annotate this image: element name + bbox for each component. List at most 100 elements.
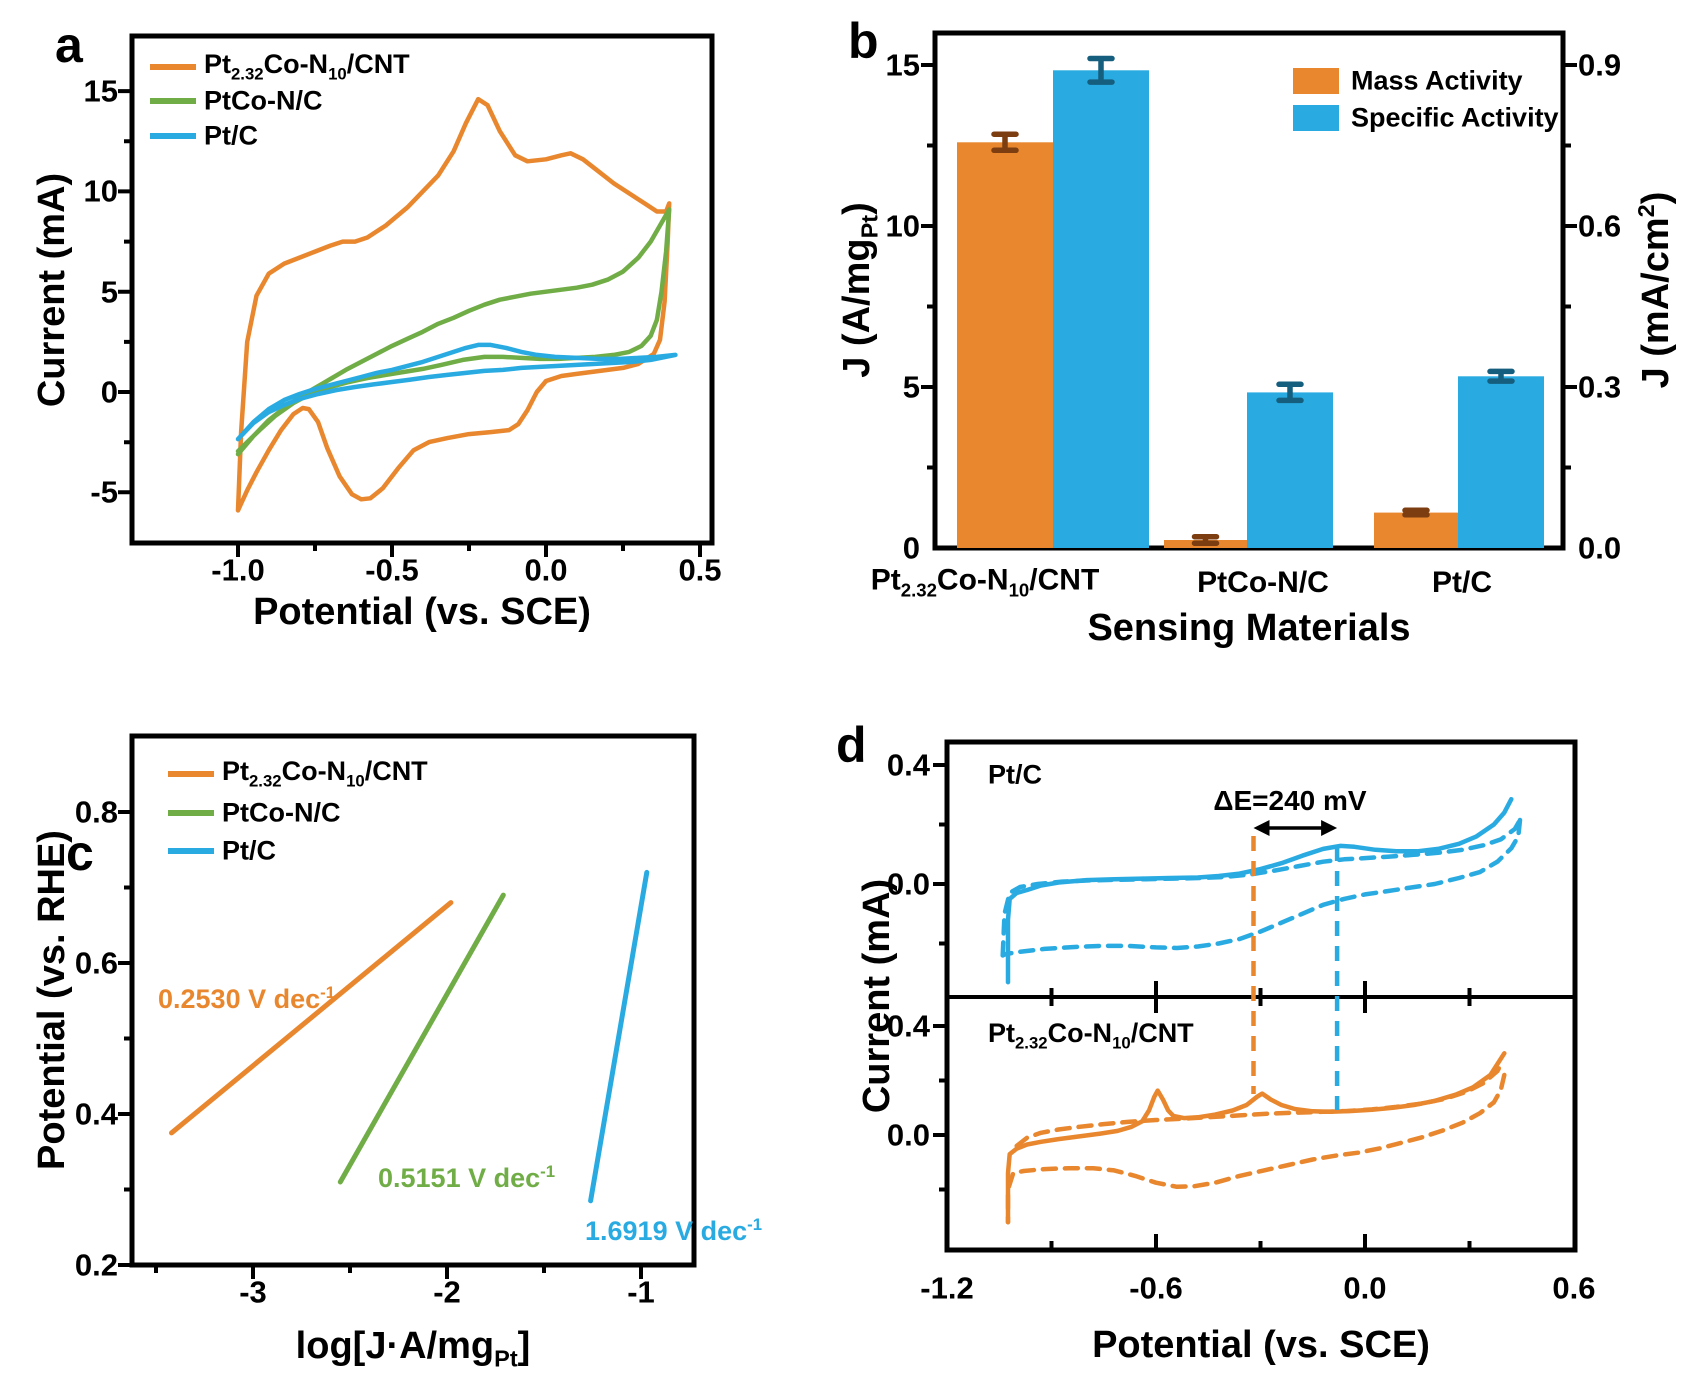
panel-b-y-axis-title-right: J (mA/cm2) bbox=[1633, 191, 1677, 389]
panel-label-b: b bbox=[848, 13, 879, 69]
d-curve-blue-solid bbox=[1005, 796, 1514, 985]
panel-c-ytick: 0.6 bbox=[74, 945, 118, 981]
panel-c-ticks bbox=[118, 810, 643, 1279]
panel-label-a: a bbox=[55, 17, 83, 73]
panel-b-ytick-right: 0.9 bbox=[1578, 47, 1622, 83]
panel-a-axes bbox=[118, 33, 715, 557]
panel-c-legend-item-ptco-cnt: Pt2.32Co-N10/CNT bbox=[222, 755, 428, 791]
panel-c-legend-item-ptc: Pt/C bbox=[222, 835, 276, 866]
legend-swatch-specific-activity bbox=[1293, 105, 1339, 131]
panel-d-ytick-bottom: 0.4 bbox=[886, 1008, 930, 1044]
panel-c-x-axis-title: log[J·A/mgPt] bbox=[295, 1324, 531, 1372]
panel-c-slope-label-orange: 0.2530 V dec-1 bbox=[158, 983, 336, 1014]
panel-b-ytick-left: 5 bbox=[902, 369, 920, 405]
tafel-line-green bbox=[337, 892, 506, 1185]
tafel-line-orange bbox=[169, 900, 454, 1136]
panel-d-xtick: 0.6 bbox=[1552, 1270, 1596, 1306]
panel-c-ytick: 0.2 bbox=[74, 1247, 118, 1283]
panel-a-ytick: 5 bbox=[100, 274, 118, 310]
panel-c-slope-label-green: 0.5151 V dec-1 bbox=[378, 1162, 556, 1193]
panel-b-y-axis-title-left: J (A/mgPt) bbox=[835, 202, 883, 378]
panel-d-subplot-title-ptc: Pt/C bbox=[988, 759, 1042, 790]
panel-d-xtick: 0.0 bbox=[1343, 1270, 1387, 1306]
delta-e-arrowhead-left bbox=[1253, 820, 1270, 836]
panel-b-category-ptco-cnt: Pt2.32Co-N10/CNT bbox=[870, 563, 1100, 601]
d-curve-orange-solid bbox=[1005, 1051, 1507, 1225]
d-curve-orange-dashed bbox=[1005, 1072, 1507, 1225]
panel-a-y-axis-title: Current (mA) bbox=[31, 172, 73, 408]
cv-curve-blue bbox=[235, 342, 678, 442]
panel-b-legend-label-mass-activity: Mass Activity bbox=[1351, 65, 1523, 96]
delta-e-arrowhead-right bbox=[1321, 820, 1338, 836]
panel-a-legend-item-ptco-cnt: Pt2.32Co-N10/CNT bbox=[204, 48, 410, 84]
bar-specific-activity bbox=[1053, 70, 1149, 549]
d-curve-blue-dashed bbox=[1000, 817, 1523, 958]
panel-b-ticks bbox=[921, 63, 1577, 470]
panel-label-d: d bbox=[836, 717, 867, 773]
panel-d-annotation-graphics bbox=[1251, 820, 1340, 1110]
panel-a-ytick: 10 bbox=[83, 173, 118, 209]
panel-a-series bbox=[235, 96, 678, 513]
panel-a-xtick: -1.0 bbox=[211, 552, 265, 588]
bar-specific-activity bbox=[1247, 392, 1333, 548]
bar-specific-activity bbox=[1458, 376, 1544, 548]
panel-c-ytick: 0.4 bbox=[74, 1096, 118, 1132]
error-bar bbox=[1487, 368, 1515, 384]
panel-c-xtick: -1 bbox=[627, 1274, 655, 1310]
panel-d-y-axis-title: Current (mA) bbox=[856, 878, 898, 1114]
cv-curve-green bbox=[235, 207, 672, 457]
error-bar bbox=[1402, 507, 1430, 518]
panel-b-category-ptc: Pt/C bbox=[1432, 566, 1492, 599]
panel-b-ytick-right: 0.0 bbox=[1578, 530, 1622, 566]
panel-a-legend-item-ptc: Pt/C bbox=[204, 120, 258, 151]
panel-a-ticks bbox=[118, 89, 702, 557]
panel-d-xtick: -0.6 bbox=[1129, 1270, 1183, 1306]
d-curve-blue-dashed bbox=[1000, 817, 1523, 958]
d-curve-orange-dashed bbox=[1014, 1059, 1505, 1149]
panel-d-ticks bbox=[933, 763, 1472, 1250]
panel-c-legend-item-ptco-nc: PtCo-N/C bbox=[222, 797, 341, 828]
panel-b-x-axis-title: Sensing Materials bbox=[1087, 607, 1411, 649]
panel-label-c: c bbox=[66, 825, 94, 881]
bar-mass-activity bbox=[1374, 512, 1458, 548]
panel-c-axes bbox=[118, 733, 697, 1279]
panel-c-y-axis-title: Potential (vs. RHE) bbox=[31, 830, 73, 1170]
bar-mass-activity bbox=[957, 142, 1053, 549]
panel-c-xtick: -2 bbox=[433, 1274, 461, 1310]
panel-a-xtick: 0.5 bbox=[678, 552, 722, 588]
tafel-line-blue bbox=[588, 869, 650, 1204]
panel-c-series bbox=[169, 869, 650, 1204]
panel-b-legend-label-specific-activity: Specific Activity bbox=[1351, 102, 1559, 133]
panel-d-ytick-bottom: 0.0 bbox=[886, 1117, 930, 1153]
panel-b-ytick-left: 10 bbox=[885, 208, 920, 244]
panel-a-legend-item-ptco-nc: PtCo-N/C bbox=[204, 85, 323, 116]
panel-b-category-ptco-nc: PtCo-N/C bbox=[1197, 566, 1329, 599]
panel-c-frame bbox=[129, 733, 697, 1268]
panel-b-ytick-left: 15 bbox=[885, 47, 920, 83]
panel-d-ytick-top: 0.0 bbox=[886, 866, 930, 902]
panel-d-x-axis-title: Potential (vs. SCE) bbox=[1092, 1324, 1430, 1366]
cv-curve-orange bbox=[235, 96, 672, 513]
error-bar bbox=[991, 131, 1019, 154]
panel-d-delta-e-annotation: ΔE=240 mV bbox=[1213, 785, 1367, 816]
panel-d-series bbox=[1000, 796, 1523, 1225]
panel-b-ytick-right: 0.6 bbox=[1578, 208, 1622, 244]
panel-a-ytick: -5 bbox=[90, 474, 118, 510]
legend-swatch-mass-activity bbox=[1293, 68, 1339, 94]
panel-a-ytick: 15 bbox=[83, 73, 118, 109]
error-bar bbox=[1191, 533, 1220, 546]
error-bar bbox=[1087, 55, 1115, 85]
panel-d-xtick: -1.2 bbox=[920, 1270, 974, 1306]
panel-c-slope-label-blue: 1.6919 V dec-1 bbox=[585, 1215, 763, 1246]
panel-d-axes bbox=[933, 739, 1578, 1253]
error-bar bbox=[1276, 381, 1304, 404]
panel-b-ytick-left: 0 bbox=[902, 530, 920, 566]
panel-d-subplot-title-ptco-cnt: Pt2.32Co-N10/CNT bbox=[988, 1017, 1194, 1053]
panel-c-ytick: 0.8 bbox=[74, 794, 118, 830]
panel-a-xtick: -0.5 bbox=[365, 552, 419, 588]
panel-a-x-axis-title: Potential (vs. SCE) bbox=[253, 591, 591, 633]
panel-a-xtick: 0.0 bbox=[524, 552, 568, 588]
panel-d-ytick-top: 0.4 bbox=[886, 747, 930, 783]
